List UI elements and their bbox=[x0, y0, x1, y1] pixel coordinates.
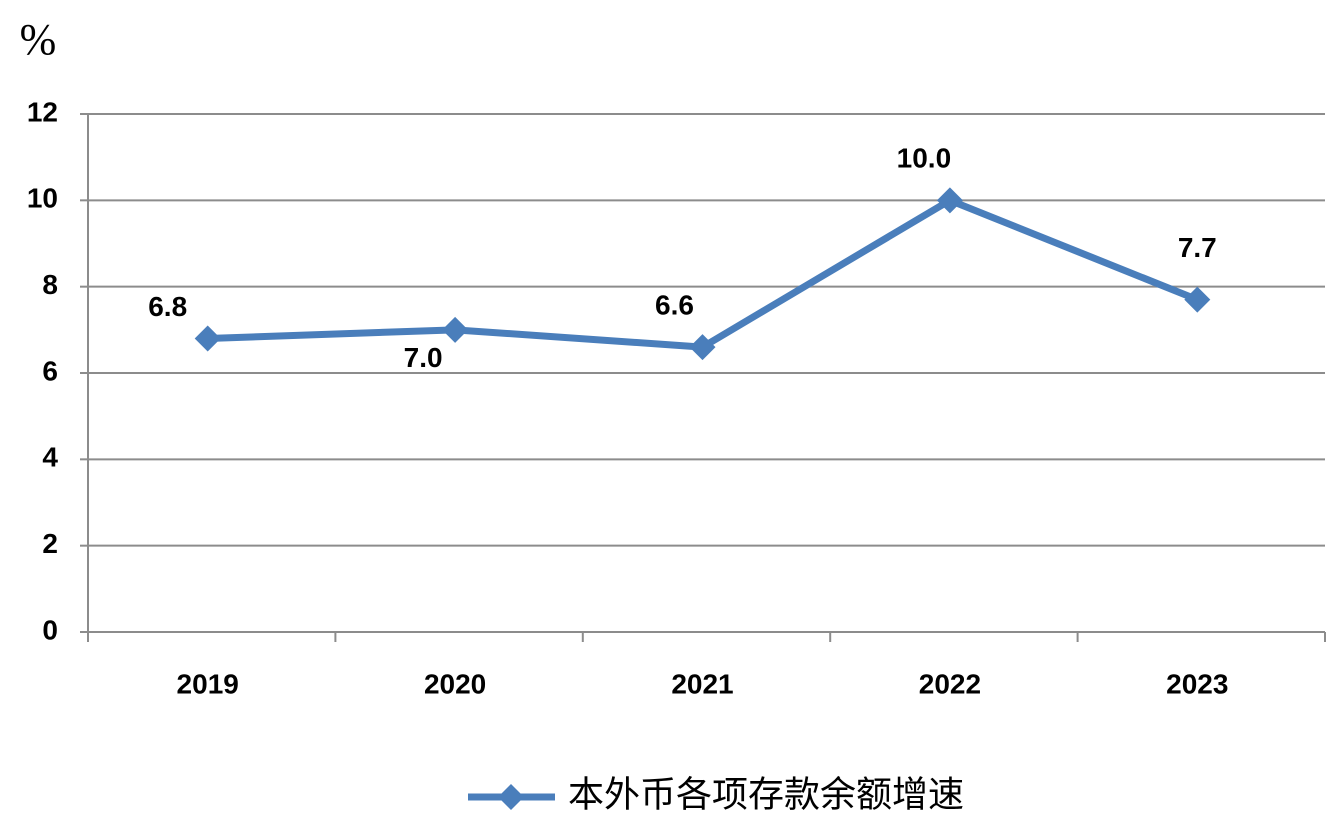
data-point bbox=[442, 316, 469, 343]
y-tick-label: 10 bbox=[27, 183, 58, 214]
x-tick-label: 2021 bbox=[671, 668, 733, 699]
legend-label: 本外币各项存款余额增速 bbox=[568, 774, 964, 815]
data-point bbox=[1184, 286, 1211, 313]
y-tick-label: 12 bbox=[27, 96, 58, 127]
data-label: 6.6 bbox=[655, 289, 694, 320]
data-point bbox=[194, 325, 221, 352]
x-tick-label: 2023 bbox=[1166, 668, 1228, 699]
y-axis-label: % bbox=[20, 15, 57, 64]
y-tick-label: 4 bbox=[42, 442, 58, 473]
data-point bbox=[936, 187, 963, 214]
y-tick-label: 8 bbox=[42, 269, 58, 300]
x-tick-label: 2022 bbox=[919, 668, 981, 699]
data-point bbox=[689, 334, 716, 361]
data-label: 6.8 bbox=[148, 291, 187, 322]
data-label: 7.7 bbox=[1178, 232, 1217, 263]
x-tick-label: 2019 bbox=[177, 668, 239, 699]
data-label: 10.0 bbox=[897, 143, 952, 174]
y-tick-label: 0 bbox=[42, 614, 58, 645]
x-tick-label: 2020 bbox=[424, 668, 486, 699]
data-label: 7.0 bbox=[404, 342, 443, 373]
data-line bbox=[207, 196, 1199, 351]
legend-marker bbox=[498, 784, 524, 810]
y-tick-label: 2 bbox=[42, 528, 58, 559]
y-tick-label: 6 bbox=[42, 355, 58, 386]
